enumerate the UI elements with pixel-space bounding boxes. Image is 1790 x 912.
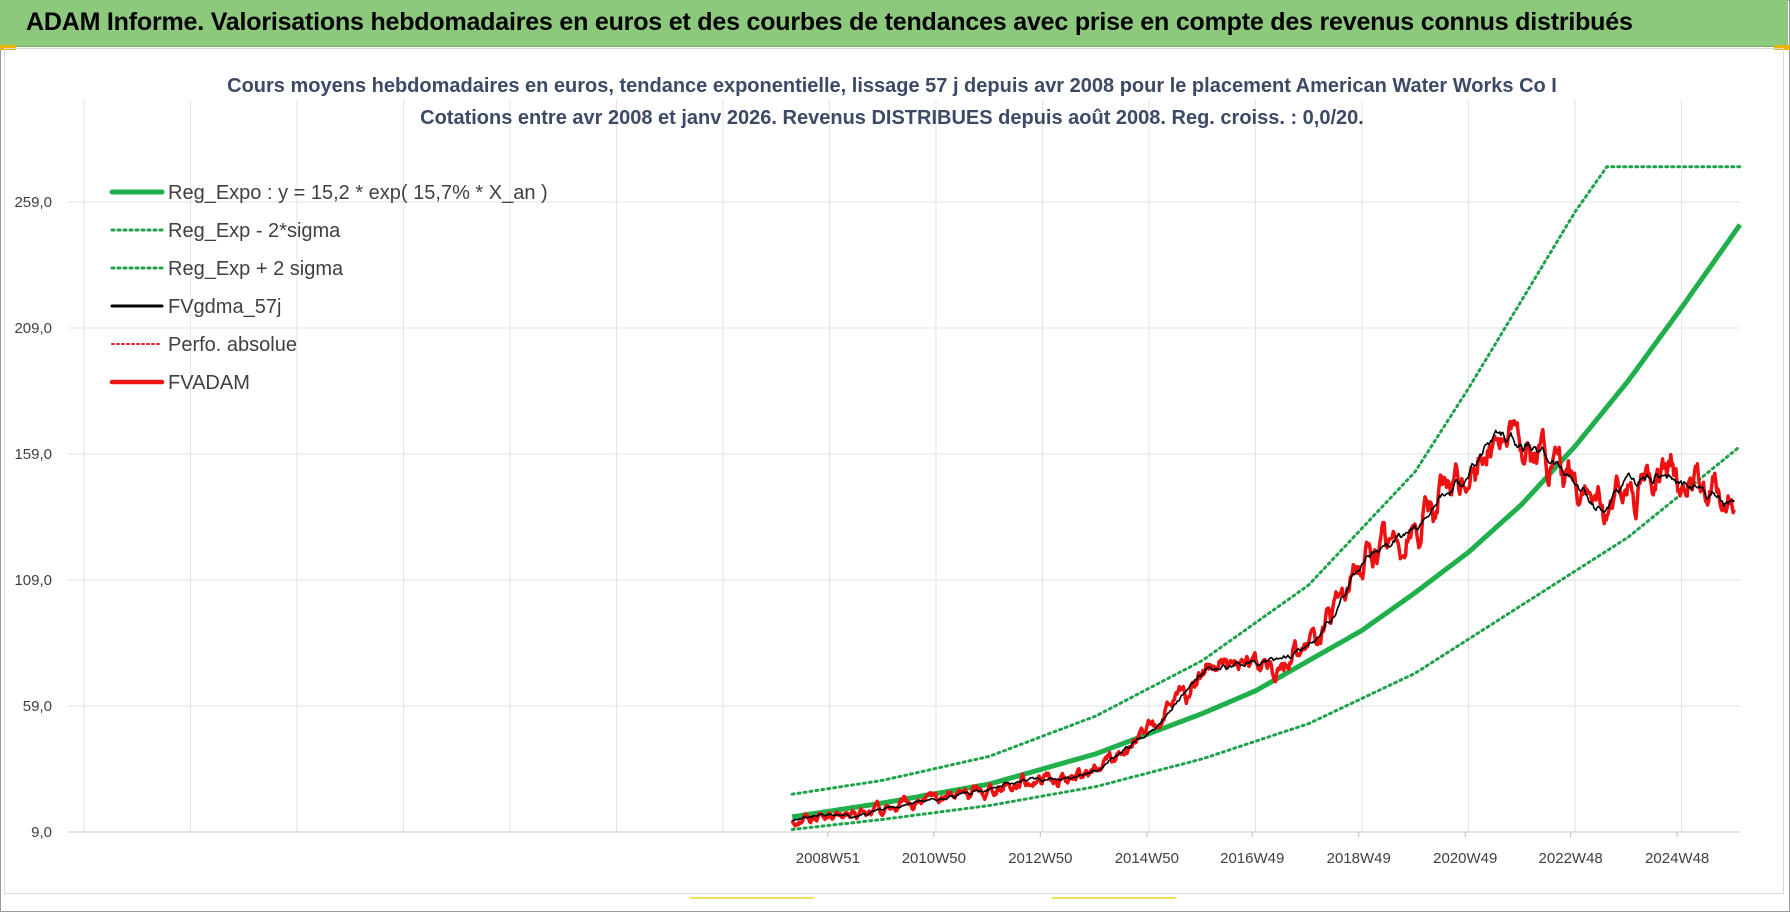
chart-title-line-2: Cotations entre avr 2008 et janv 2026. R…	[420, 107, 1364, 129]
y-tick-label: 259,0	[14, 194, 52, 211]
x-tick-label: 2024W48	[1645, 850, 1709, 867]
series-layer	[790, 165, 1743, 831]
corner-mark-right	[1774, 45, 1790, 50]
y-tick-label: 159,0	[14, 446, 52, 463]
report-banner: ADAM Informe. Valorisations hebdomadaire…	[0, 0, 1788, 47]
y-tick-label: 9,0	[31, 824, 52, 841]
scroll-marker	[1052, 897, 1176, 899]
grid	[68, 100, 1740, 833]
series-reg-expo	[791, 223, 1743, 820]
y-axis: 259,0 209,0 159,0 109,0 59,0 9,0	[14, 194, 52, 841]
legend-label-reg_expo: Reg_Expo : y = 15,2 * exp( 15,7% * X_an …	[168, 182, 548, 204]
x-tick-label: 2010W50	[902, 850, 966, 867]
x-tick-label: 2012W50	[1008, 850, 1072, 867]
corner-mark-left	[0, 45, 16, 50]
x-tick-label: 2008W51	[796, 850, 860, 867]
y-tick-label: 209,0	[14, 320, 52, 337]
x-tick-label: 2014W50	[1115, 850, 1179, 867]
report-title: ADAM Informe. Valorisations hebdomadaire…	[26, 8, 1633, 36]
x-tick-label: 2018W49	[1327, 850, 1391, 867]
series-fvgdma-57j	[791, 429, 1735, 822]
legend-label-fvgdma: FVgdma_57j	[168, 296, 281, 318]
plot-frame	[4, 48, 1784, 894]
x-tick-label: 2022W48	[1539, 850, 1603, 867]
series-reg-exp-plus-2sigma	[790, 165, 1742, 796]
series-fvadam	[790, 419, 1736, 828]
legend-label-sigma_low: Reg_Exp - 2*sigma	[168, 220, 341, 242]
x-axis: 2008W51 2010W50 2012W50 2014W50 2016W49 2018W…	[796, 832, 1709, 867]
chart-title-line-1: Cours moyens hebdomadaires en euros, ten…	[227, 75, 1557, 97]
bottom-strip	[4, 893, 1782, 903]
legend-label-fvadam: FVADAM	[168, 372, 250, 394]
series-reg-exp-minus-2sigma	[790, 444, 1742, 831]
x-tick-label: 2016W49	[1220, 850, 1284, 867]
legend-label-perfo: Perfo. absolue	[168, 334, 297, 356]
x-tick-label: 2020W49	[1433, 850, 1497, 867]
y-tick-label: 59,0	[23, 698, 52, 715]
y-tick-label: 109,0	[14, 572, 52, 589]
legend-label-sigma_high: Reg_Exp + 2 sigma	[168, 258, 344, 280]
scroll-marker	[690, 897, 814, 899]
legend: Reg_Expo : y = 15,2 * exp( 15,7% * X_an …	[109, 182, 548, 394]
